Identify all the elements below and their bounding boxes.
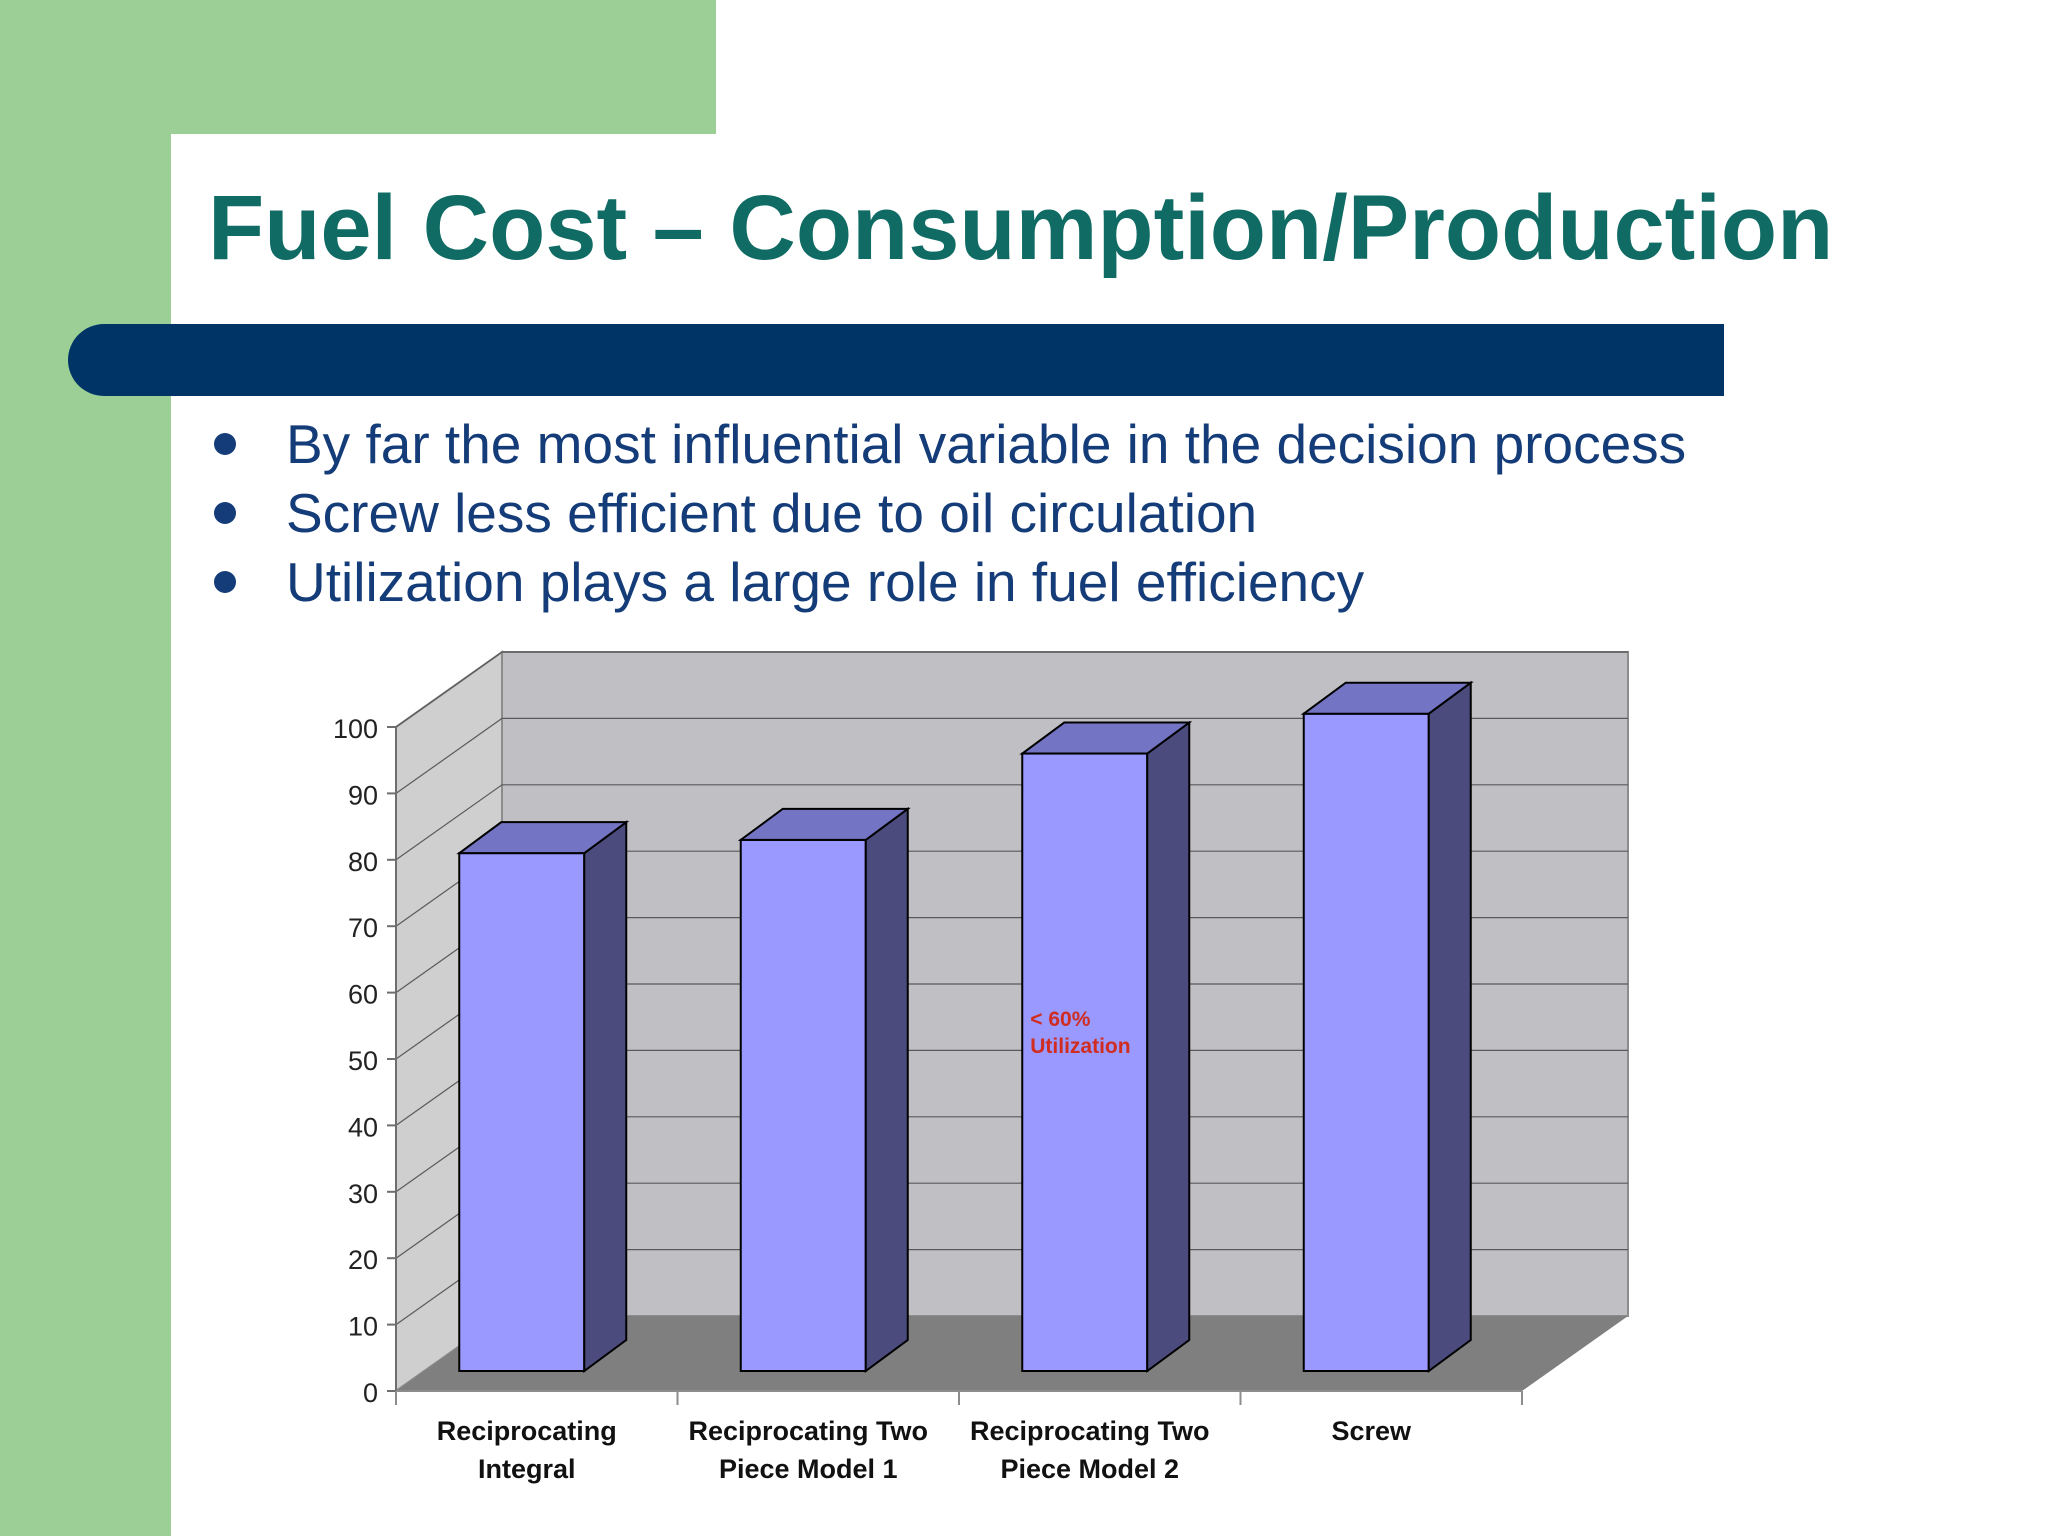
bar-side — [583, 820, 628, 1373]
x-tick-label: Piece Model 1 — [719, 1454, 898, 1484]
y-tick-label: 70 — [348, 913, 378, 943]
x-tick-label: Piece Model 2 — [1000, 1454, 1179, 1484]
slide-title: Fuel Cost – Consumption/Production — [208, 177, 1834, 279]
bullet-dot-icon — [214, 571, 236, 593]
y-tick-label: 10 — [348, 1312, 378, 1342]
bullet-list: By far the most influential variable in … — [210, 410, 1686, 617]
bar-side — [1146, 720, 1191, 1373]
y-tick-label: 60 — [348, 980, 378, 1010]
bar — [737, 806, 911, 1373]
top-accent-block — [0, 0, 716, 134]
y-tick-label: 20 — [348, 1245, 378, 1275]
gridline — [395, 784, 1628, 861]
bullet-item: By far the most influential variable in … — [210, 410, 1686, 479]
y-tick-label: 40 — [348, 1112, 378, 1142]
bar-top — [1300, 681, 1474, 715]
bullet-dot-icon — [214, 502, 236, 524]
x-tick-label: Reciprocating — [437, 1416, 617, 1446]
x-tick-label: Screw — [1331, 1416, 1412, 1446]
left-accent-bar — [0, 0, 171, 1536]
bar — [1019, 720, 1193, 1373]
y-tick-label: 0 — [363, 1378, 378, 1408]
bullet-text: By far the most influential variable in … — [286, 413, 1687, 475]
bar-front — [458, 852, 586, 1372]
y-tick-label: 50 — [348, 1046, 378, 1076]
bullet-text: Screw less efficient due to oil circulat… — [286, 482, 1258, 544]
gridline — [395, 717, 1628, 794]
bullet-item: Utilization plays a large role in fuel e… — [210, 548, 1686, 617]
bullet-text: Utilization plays a large role in fuel e… — [286, 551, 1365, 613]
y-tick-label: 80 — [348, 847, 378, 877]
annotation-label: Utilization — [1030, 1035, 1130, 1058]
x-tick-label: Reciprocating Two — [688, 1416, 928, 1446]
bullet-dot-icon — [214, 433, 236, 455]
bar — [456, 820, 630, 1373]
bar-top — [737, 807, 911, 841]
bar-top — [456, 821, 630, 855]
y-tick-label: 100 — [333, 714, 378, 744]
bar-front — [739, 838, 867, 1372]
x-tick-label: Integral — [478, 1454, 576, 1484]
annotation-label: < 60% — [1030, 1008, 1090, 1031]
bar — [1300, 680, 1474, 1373]
bar-front — [1021, 752, 1149, 1372]
bar-side — [1427, 680, 1472, 1373]
bar-front — [1302, 712, 1430, 1372]
y-tick-label: 30 — [348, 1179, 378, 1209]
y-tick-label: 90 — [348, 780, 378, 810]
x-tick-label: Reciprocating Two — [970, 1416, 1210, 1446]
bullet-item: Screw less efficient due to oil circulat… — [210, 479, 1686, 548]
bar-side — [864, 806, 909, 1373]
bar-top — [1019, 721, 1193, 755]
gridline — [395, 651, 1628, 728]
title-rule — [68, 324, 1724, 396]
